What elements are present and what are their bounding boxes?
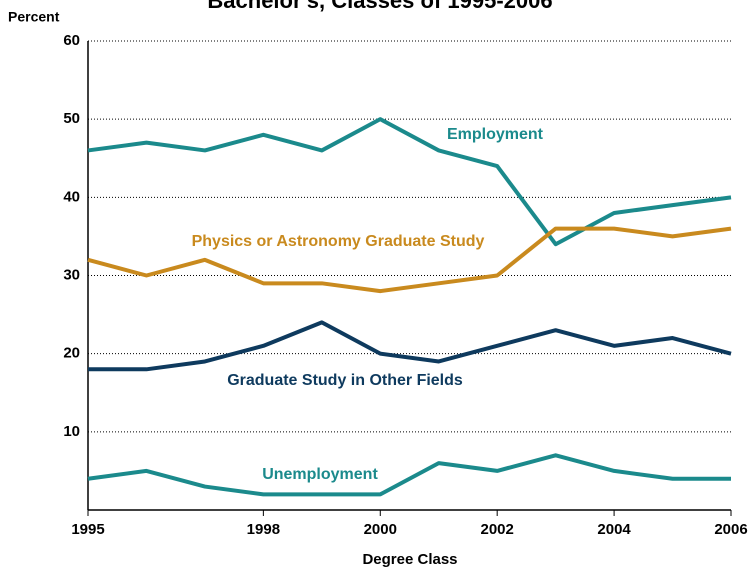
series-line (88, 320, 732, 372)
x-tick-label: 2000 (364, 521, 397, 538)
series-label: Physics or Astronomy Graduate Study (192, 233, 485, 250)
x-axis-label: Degree Class (362, 551, 457, 568)
x-tick-label: 2004 (597, 521, 631, 538)
series-label: Employment (447, 126, 544, 143)
series-line (87, 453, 731, 497)
y-axis-label: Percent (8, 9, 60, 25)
series-label: Graduate Study in Other Fields (227, 372, 463, 389)
y-tick-label: 60 (63, 32, 80, 49)
chart-title: Bachelor's, Classes of 1995-2006 (207, 0, 552, 13)
series-line (87, 117, 732, 247)
x-tick-label: 1995 (71, 521, 104, 538)
series-line (87, 226, 732, 294)
y-tick-label: 20 (63, 345, 80, 362)
x-tick-label: 2002 (480, 521, 513, 538)
series-label: Unemployment (262, 466, 378, 483)
y-tick-label: 40 (63, 188, 80, 205)
x-tick-label: 2006 (714, 521, 747, 538)
y-tick-label: 50 (63, 110, 80, 127)
y-tick-label: 10 (63, 423, 80, 440)
x-tick-label: 1998 (247, 521, 280, 538)
y-tick-label: 30 (63, 266, 80, 283)
